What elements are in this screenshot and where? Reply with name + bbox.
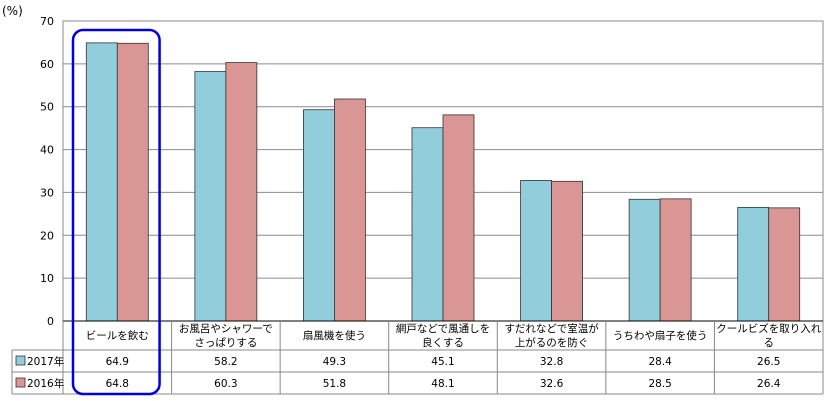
- bar: [659, 198, 692, 322]
- y-tick-label: 70: [40, 15, 54, 28]
- data-table-value: 60.3: [214, 378, 237, 390]
- data-table-value: 64.8: [106, 378, 129, 390]
- y-tick-label: 20: [40, 229, 54, 242]
- legend-label: 2017年: [27, 355, 64, 368]
- data-table-value: 49.3: [323, 356, 346, 368]
- category-label: 扇風機を使う: [303, 329, 366, 342]
- category-label: すだれなどで室温が: [504, 322, 599, 335]
- bar: [194, 71, 227, 322]
- bar: [116, 42, 149, 322]
- category-label: 上がるのを防ぐ: [515, 336, 589, 349]
- y-tick-label: 0: [47, 315, 54, 328]
- data-table-value: 64.9: [106, 356, 129, 368]
- legend-swatch: [15, 377, 26, 388]
- data-table-value: 45.1: [431, 356, 454, 368]
- data-table-value: 28.5: [648, 378, 671, 390]
- legend-label: 2016年: [27, 377, 64, 390]
- category-label: お風呂やシャワーで: [179, 323, 273, 335]
- y-tick-label: 40: [40, 144, 54, 157]
- y-tick-label: 30: [40, 186, 54, 199]
- bar: [520, 180, 552, 322]
- y-tick-label: 10: [40, 272, 54, 285]
- bar: [85, 42, 118, 322]
- bar: [334, 98, 366, 322]
- data-table-value: 58.2: [214, 356, 237, 368]
- bar: [551, 180, 583, 322]
- data-table-value: 26.4: [757, 378, 781, 390]
- bar: [303, 109, 335, 322]
- bar: [737, 207, 770, 322]
- data-table-value: 26.5: [757, 356, 780, 368]
- y-tick-label: 50: [40, 101, 54, 114]
- category-label: 良くする: [422, 336, 464, 349]
- bar: [768, 207, 801, 322]
- data-table-value: 48.1: [431, 378, 454, 390]
- category-label: うちわや扇子を使う: [613, 329, 708, 342]
- category-label: クールビズを取り入れ: [716, 322, 821, 335]
- category-label: さっぱりする: [194, 337, 257, 349]
- bar: [442, 114, 475, 322]
- bar: [225, 62, 258, 322]
- y-unit-label: (%): [2, 4, 23, 18]
- data-table-value: 51.8: [323, 378, 346, 390]
- category-label: ビールを飲む: [86, 329, 149, 342]
- category-label: る: [763, 337, 774, 349]
- data-table-value: 28.4: [648, 356, 672, 368]
- bar: [411, 127, 444, 322]
- highlight-box: [71, 28, 161, 396]
- data-table-value: 32.8: [540, 356, 563, 368]
- y-tick-label: 60: [40, 58, 54, 71]
- bar: [628, 198, 661, 322]
- legend-swatch: [15, 355, 26, 366]
- data-table-value: 32.6: [540, 378, 564, 390]
- category-label: 網戸などで風通しを: [396, 322, 490, 335]
